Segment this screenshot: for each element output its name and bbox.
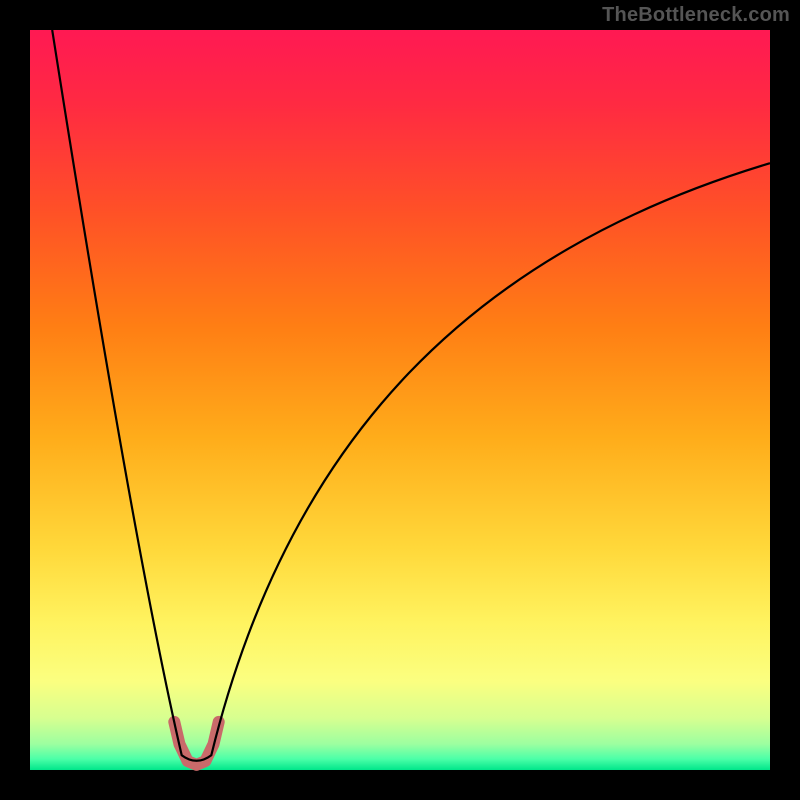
chart-container: TheBottleneck.com	[0, 0, 800, 800]
bottleneck-chart	[0, 0, 800, 800]
watermark-text: TheBottleneck.com	[602, 4, 790, 27]
plot-background	[30, 30, 770, 770]
